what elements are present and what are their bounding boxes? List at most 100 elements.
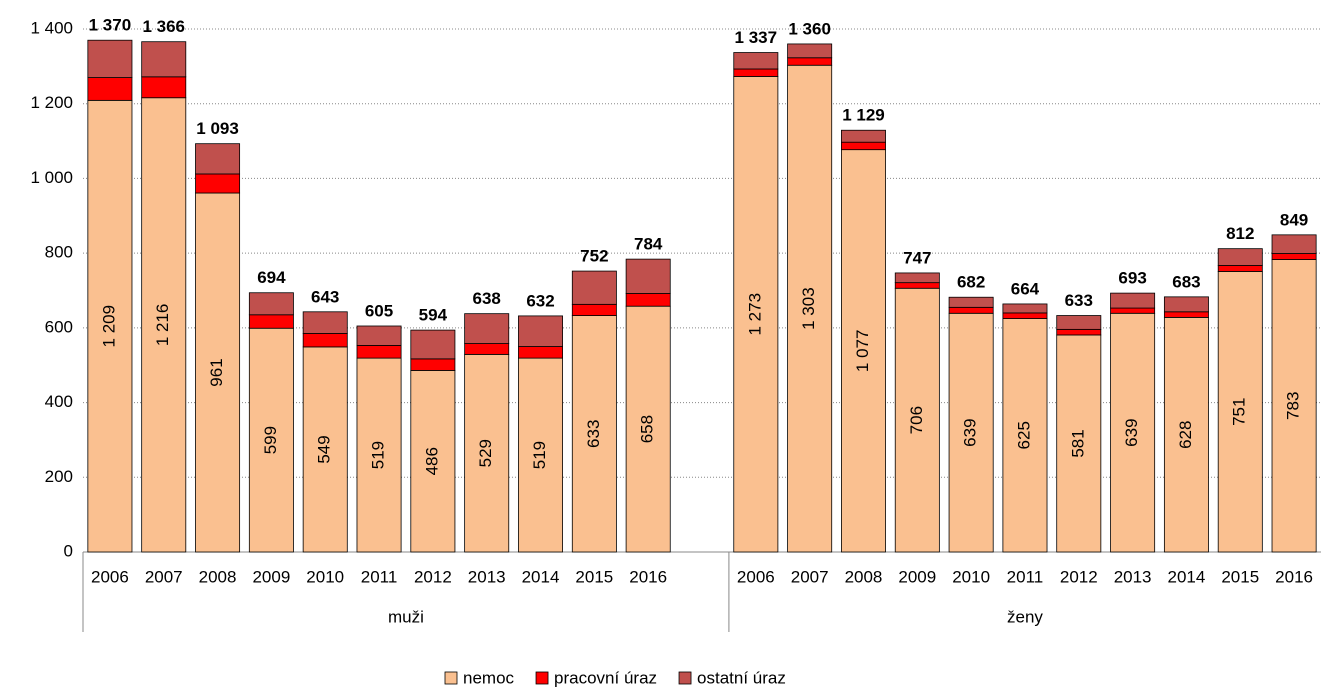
value-label: 1 077 bbox=[853, 330, 872, 373]
value-label: 639 bbox=[961, 418, 980, 446]
bar-segment bbox=[1056, 328, 1102, 336]
total-label: 664 bbox=[1011, 279, 1040, 298]
legend-label: nemoc bbox=[463, 668, 515, 687]
total-label: 693 bbox=[1118, 269, 1146, 288]
x-tick-label: 2011 bbox=[361, 567, 398, 586]
bar-segment bbox=[302, 311, 348, 334]
x-tick-label: 2013 bbox=[1114, 567, 1152, 586]
bar-segment bbox=[302, 333, 348, 348]
bar-segment bbox=[141, 41, 187, 78]
group-label: ženy bbox=[1007, 607, 1043, 626]
bar-segment bbox=[894, 272, 940, 284]
y-tick-label: 200 bbox=[45, 467, 73, 486]
bar-segment bbox=[1110, 292, 1156, 309]
bar-segment bbox=[948, 312, 994, 553]
x-tick-label: 2010 bbox=[306, 567, 344, 586]
value-label: 519 bbox=[369, 441, 388, 469]
group-label: muži bbox=[388, 607, 424, 626]
total-label: 683 bbox=[1172, 272, 1200, 291]
bar-segment bbox=[733, 52, 779, 70]
bar-segment bbox=[625, 293, 671, 307]
y-tick-label: 600 bbox=[45, 317, 73, 336]
value-label: 529 bbox=[476, 439, 495, 467]
bar-segment bbox=[1002, 318, 1048, 553]
value-label: 599 bbox=[261, 426, 280, 454]
x-tick-label: 2006 bbox=[91, 567, 129, 586]
x-tick-label: 2006 bbox=[737, 567, 775, 586]
y-tick-label: 400 bbox=[45, 392, 73, 411]
bar-segment bbox=[518, 315, 563, 347]
value-label: 961 bbox=[207, 358, 226, 386]
x-tick-label: 2009 bbox=[252, 567, 290, 586]
bar-segment bbox=[1271, 259, 1317, 553]
bar-segment bbox=[1163, 316, 1209, 553]
total-label: 594 bbox=[419, 306, 448, 325]
bar-segment bbox=[1163, 296, 1209, 313]
total-label: 632 bbox=[526, 291, 554, 310]
total-label: 784 bbox=[634, 235, 663, 254]
bar-segment bbox=[195, 143, 241, 175]
total-label: 812 bbox=[1226, 224, 1254, 243]
x-tick-label: 2014 bbox=[522, 567, 560, 586]
value-label: 549 bbox=[315, 435, 334, 463]
bar-segment bbox=[733, 76, 779, 553]
bar-segment bbox=[1110, 312, 1156, 553]
bar-segment bbox=[841, 129, 886, 143]
x-tick-label: 2009 bbox=[898, 567, 936, 586]
total-label: 1 366 bbox=[142, 17, 185, 36]
bar-segment bbox=[571, 315, 617, 553]
bar-segment bbox=[410, 370, 456, 553]
total-label: 643 bbox=[311, 287, 339, 306]
x-tick-label: 2012 bbox=[414, 567, 452, 586]
bar-segment bbox=[195, 173, 241, 194]
legend-label: pracovní úraz bbox=[554, 668, 657, 687]
total-label: 747 bbox=[903, 248, 931, 267]
bar-segment bbox=[464, 353, 510, 553]
bar-segment bbox=[1056, 315, 1102, 330]
bar-segment bbox=[1002, 303, 1048, 314]
bar-segment bbox=[248, 327, 294, 553]
bar-segment bbox=[948, 306, 994, 314]
bar-segment bbox=[1002, 312, 1048, 319]
bar-segment bbox=[141, 97, 187, 553]
bar-segment bbox=[787, 57, 833, 66]
bar-segment bbox=[195, 192, 241, 553]
bar-segment bbox=[1110, 307, 1156, 314]
bar-segment bbox=[141, 76, 187, 99]
bar-segment bbox=[356, 345, 402, 359]
bar-segment bbox=[356, 325, 402, 346]
bar-segment bbox=[841, 149, 886, 553]
x-tick-label: 2011 bbox=[1007, 567, 1044, 586]
bar-segment bbox=[948, 296, 994, 308]
bar-segment bbox=[1271, 253, 1317, 260]
total-label: 638 bbox=[473, 289, 501, 308]
bar-segment bbox=[1163, 311, 1209, 318]
y-tick-label: 1 200 bbox=[30, 93, 73, 112]
bar-segment bbox=[1217, 271, 1263, 553]
bar-segment bbox=[894, 282, 940, 289]
bar-segment bbox=[571, 303, 617, 316]
total-label: 1 360 bbox=[788, 19, 831, 38]
bar-segment bbox=[733, 68, 779, 77]
bar-segment bbox=[87, 77, 133, 101]
y-tick-label: 1 400 bbox=[30, 18, 73, 37]
bar-segment bbox=[87, 39, 133, 78]
value-label: 519 bbox=[530, 441, 549, 469]
x-tick-label: 2007 bbox=[791, 567, 829, 586]
x-tick-label: 2016 bbox=[629, 567, 667, 586]
bar-segment bbox=[1271, 234, 1317, 254]
bar-segment bbox=[87, 99, 133, 553]
value-label: 1 216 bbox=[153, 304, 172, 347]
bar-segment bbox=[518, 346, 563, 359]
total-label: 1 370 bbox=[89, 16, 132, 35]
x-tick-label: 2010 bbox=[952, 567, 990, 586]
total-label: 605 bbox=[365, 301, 393, 320]
bar-segment bbox=[410, 358, 456, 371]
legend-swatch bbox=[535, 671, 549, 685]
bar-segment bbox=[518, 357, 563, 553]
total-label: 752 bbox=[580, 247, 608, 266]
value-label: 581 bbox=[1068, 429, 1087, 457]
value-label: 783 bbox=[1284, 392, 1303, 420]
bar-segment bbox=[571, 270, 617, 305]
